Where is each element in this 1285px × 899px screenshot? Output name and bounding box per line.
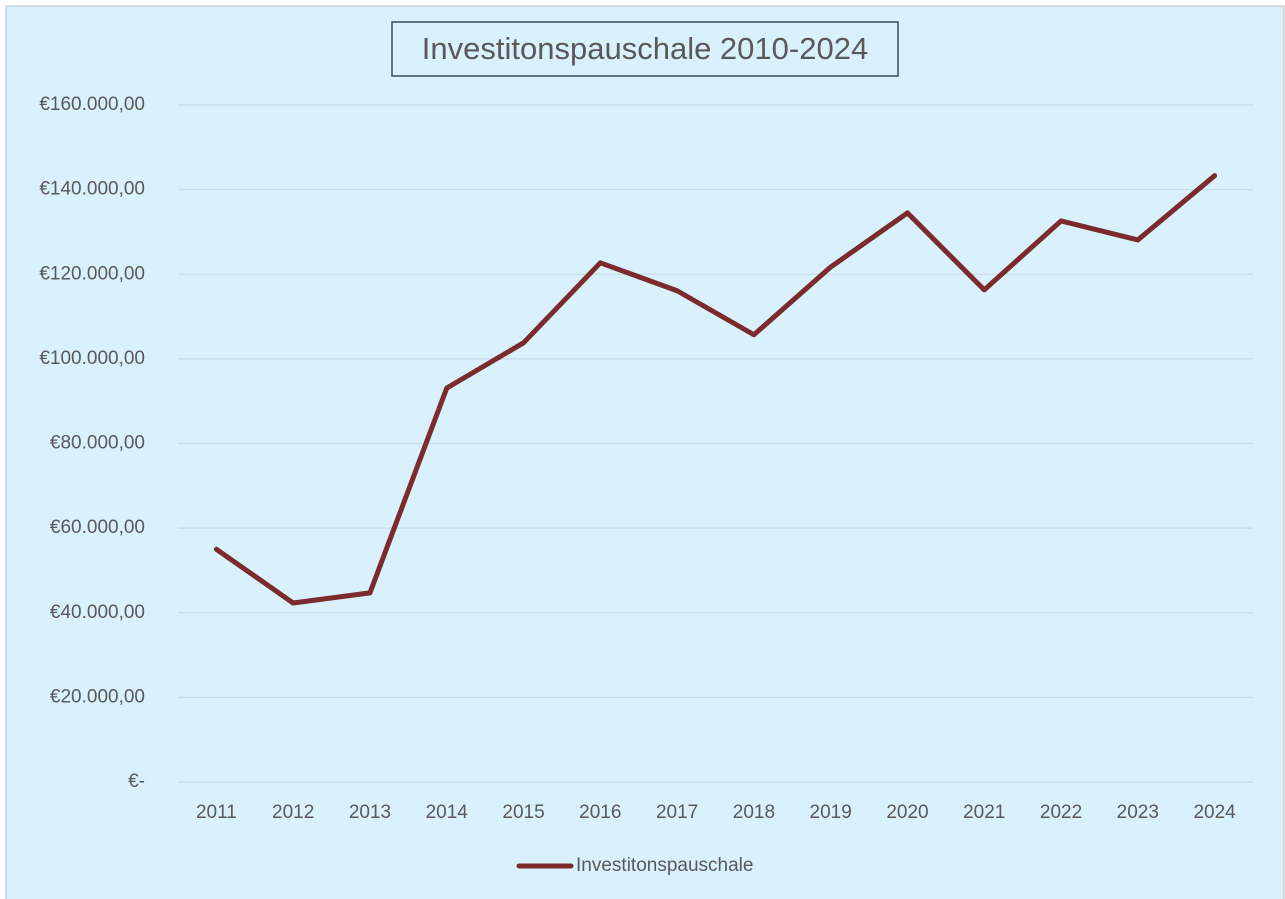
y-tick-label: €- (128, 771, 145, 792)
x-tick-label: 2024 (1193, 802, 1236, 823)
x-tick-label: 2022 (1040, 802, 1082, 823)
y-tick-label: €140.000,00 (39, 179, 145, 200)
x-tick-label: 2021 (963, 802, 1005, 823)
legend-label: Investitonspauschale (576, 855, 753, 876)
x-tick-label: 2018 (733, 802, 775, 823)
y-tick-label: €40.000,00 (50, 602, 145, 623)
y-tick-label: €100.000,00 (39, 348, 145, 369)
x-tick-label: 2019 (810, 802, 852, 823)
y-tick-label: €60.000,00 (50, 517, 145, 538)
y-tick-label: €20.000,00 (50, 686, 145, 707)
x-tick-label: 2014 (426, 802, 469, 823)
x-tick-label: 2012 (272, 802, 314, 823)
data-line (213, 173, 1218, 606)
title-box (391, 21, 899, 77)
x-tick-label: 2011 (196, 802, 237, 823)
x-tick-label: 2017 (656, 802, 698, 823)
x-tick-label: 2013 (349, 802, 391, 823)
y-tick-label: €80.000,00 (50, 433, 145, 454)
x-tick-label: 2020 (886, 802, 928, 823)
x-tick-label: 2023 (1117, 802, 1159, 823)
y-tick-label: €120.000,00 (39, 263, 145, 284)
chart-area (5, 5, 1285, 899)
chart-title: Investitonspauschale 2010-2024 (422, 31, 868, 66)
y-tick-label: €160.000,00 (39, 94, 145, 115)
x-tick-label: 2016 (579, 802, 621, 823)
x-tick-label: 2015 (502, 802, 544, 823)
